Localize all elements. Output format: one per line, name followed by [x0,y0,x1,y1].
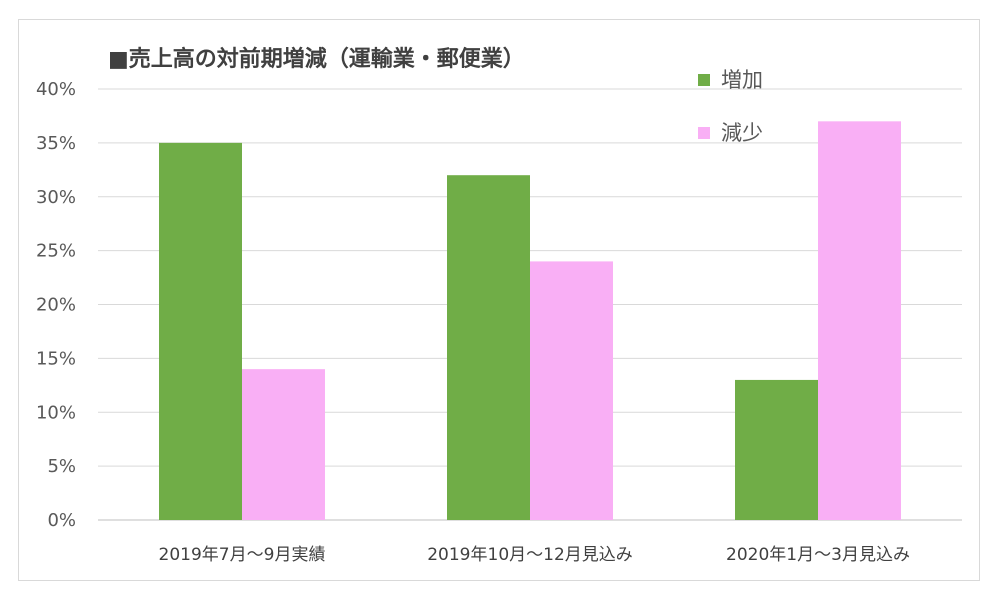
legend-label: 増加 [721,68,763,92]
legend-label: 減少 [721,121,763,145]
legend-swatch [698,127,710,139]
bar-decrease [242,369,325,520]
bar-decrease [818,121,901,520]
x-category-label: 2020年1月～3月見込み [726,545,910,565]
y-tick-label: 5% [47,456,76,477]
chart-title: ■売上高の対前期増減（運輸業・郵便業） [108,46,525,72]
bars [159,121,901,520]
y-tick-label: 0% [47,510,76,531]
bar-increase [447,175,530,520]
y-tick-label: 35% [36,133,76,154]
y-tick-label: 30% [36,187,76,208]
bar-decrease [530,261,613,520]
bar-increase [159,142,242,520]
x-category-label: 2019年10月～12月見込み [427,545,633,565]
y-tick-label: 15% [36,348,76,369]
legend-swatch [698,74,710,86]
y-axis-ticks: 0% 5% 10% 15% 20% 25% 30% 35% 40% [36,79,76,531]
y-tick-label: 40% [36,79,76,100]
x-axis-labels: 2019年7月～9月実績 2019年10月～12月見込み 2020年1月～3月見込み [159,545,910,565]
y-tick-label: 20% [36,295,76,316]
bar-increase [735,379,818,520]
y-tick-label: 10% [36,402,76,423]
x-category-label: 2019年7月～9月実績 [159,545,326,565]
y-tick-label: 25% [36,241,76,262]
